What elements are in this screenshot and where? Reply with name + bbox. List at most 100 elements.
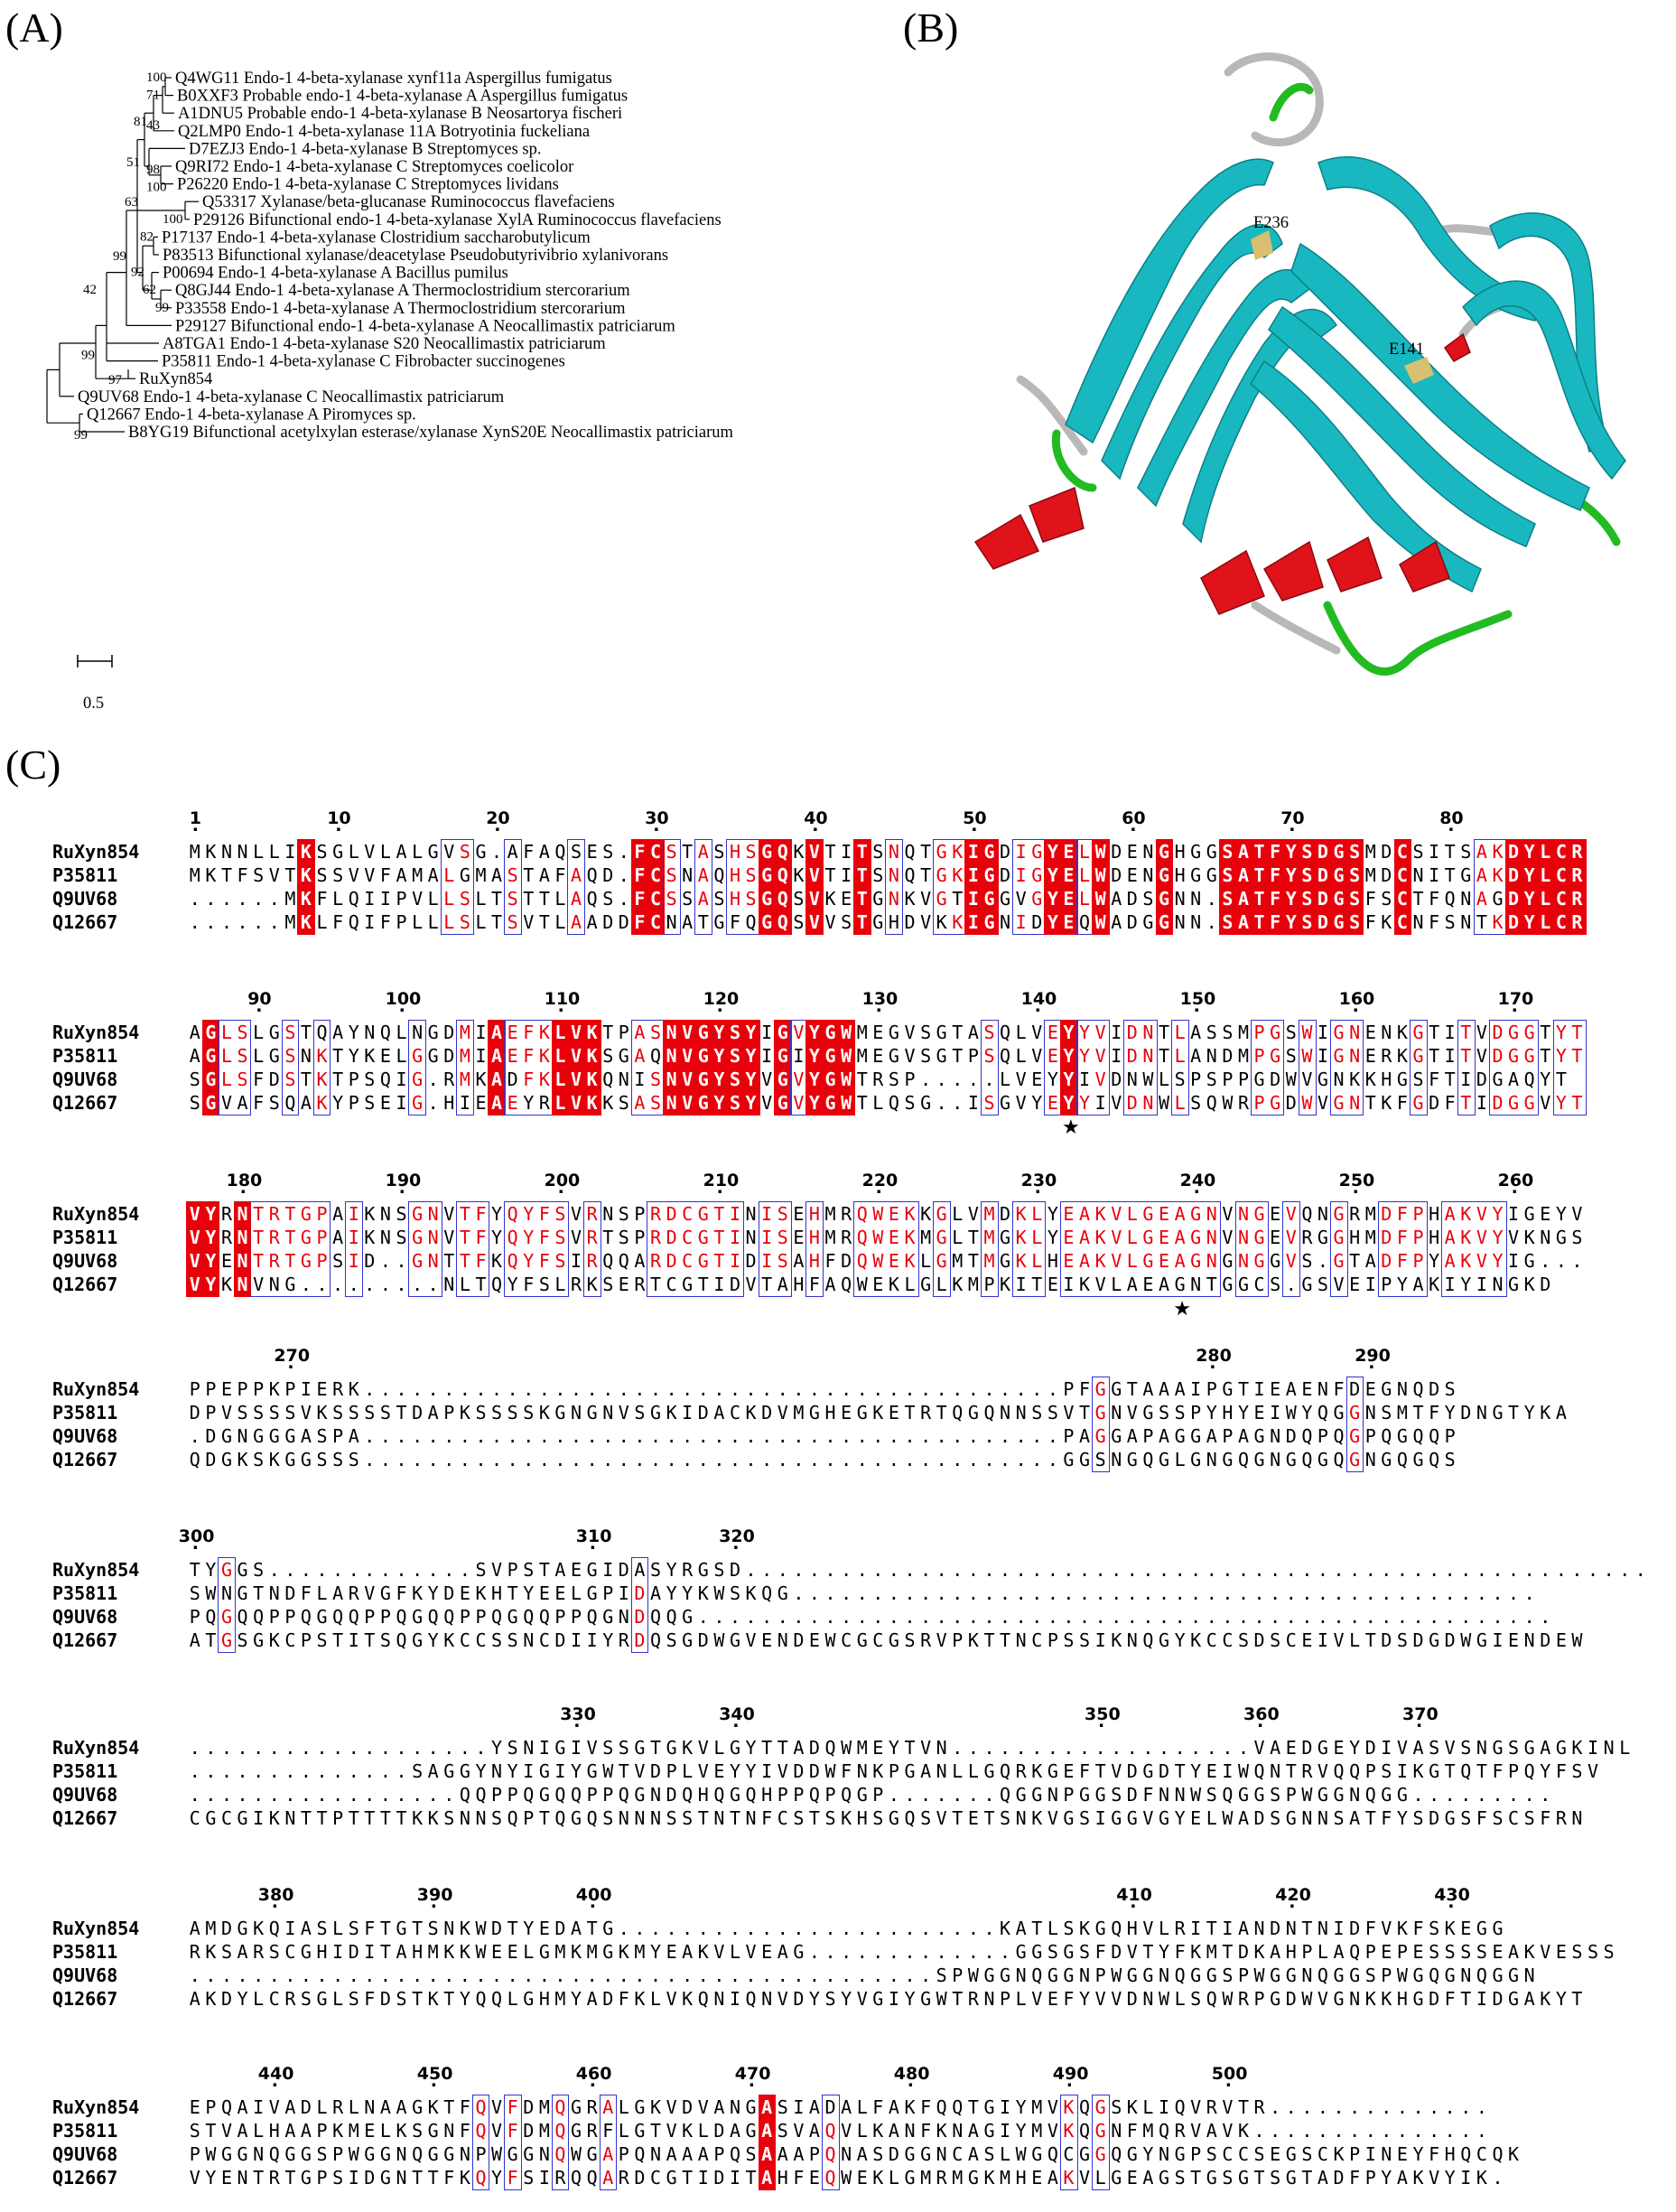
ruler-tick: . (1448, 1892, 1455, 1912)
alignment-row: RuXyn854 E P Q A I V A D L R L N A A G K T F Q V F D M Q G R A L G K V D… (0, 2095, 1676, 2119)
ruler-tick: . (287, 1353, 294, 1373)
alignment-row: P35811 A G L S L G S N K T Y K E L G G D M I A E F K L V K S G A Q N V G Y… (0, 1044, 1676, 1068)
sequence-name: Q9UV68 (52, 888, 118, 910)
ruler-number: 280 (1196, 1346, 1232, 1366)
tree-leaf-label: RuXyn854 (139, 370, 212, 388)
bootstrap-value: 82 (140, 229, 154, 244)
bootstrap-value: 51 (126, 155, 140, 170)
ruler-number: 170 (1497, 989, 1534, 1009)
bootstrap-value: 100 (163, 212, 183, 227)
ruler-number: 230 (1020, 1171, 1057, 1190)
bootstrap-value: 100 (146, 70, 167, 85)
ruler-number: 400 (575, 1885, 612, 1905)
sequence-name: RuXyn854 (52, 1559, 140, 1581)
ruler-tick: . (1098, 1712, 1105, 1731)
sequence-name: Q12667 (52, 1629, 118, 1651)
identical-column-fill (1155, 839, 1174, 935)
sequence-name: Q9UV68 (52, 1606, 118, 1628)
ruler-number: 490 (1052, 2064, 1089, 2084)
ruler-number: 440 (257, 2064, 294, 2084)
alignment-row: P35811 V Y R N T R T G P A I K N S G N V T F Y Q Y F S V R T S P R D C G T… (0, 1226, 1676, 1249)
identical-column-fill (853, 839, 871, 935)
ruler-number: 360 (1243, 1704, 1280, 1724)
bootstrap-value: 98 (146, 163, 160, 177)
sequence-name: P35811 (52, 2120, 118, 2142)
bootstrap-value: 62 (143, 283, 156, 297)
sequence-name: Q9UV68 (52, 1069, 118, 1090)
ruler-tick: . (430, 2071, 438, 2091)
identical-column-fill (758, 2095, 777, 2190)
ruler-number: 450 (416, 2064, 453, 2084)
sequence-name: Q12667 (52, 1092, 118, 1114)
phylogenetic-tree: Q4WG11 Endo-1 4-beta-xylanase xynf11a As… (46, 70, 734, 713)
identical-column-fill (774, 1020, 792, 1115)
panel-c-label: (C) (5, 742, 61, 788)
tree-scale-bar: 0.5 (77, 655, 113, 713)
alignment-block: 90. 100. 110. 120. 130. 140. 150. 160. 170. RuXyn… (0, 989, 1676, 1139)
ruler-number: 60 (1122, 808, 1146, 828)
ruler-tick: . (589, 2071, 597, 2091)
ruler-tick: . (191, 1534, 200, 1554)
ruler-tick: . (1224, 2071, 1233, 2091)
sequence-name: P35811 (52, 1941, 118, 1963)
ruler-number: 310 (575, 1526, 612, 1546)
ruler-number: 330 (560, 1704, 596, 1724)
ruler-number: 350 (1085, 1704, 1121, 1724)
identical-column-fill (758, 839, 792, 935)
ruler-number: 380 (257, 1885, 294, 1905)
ruler-tick: . (239, 1178, 247, 1198)
alignment-row: RuXyn854 A M D G K Q I A S L S F T G T S N K W D T Y E D A T G.....… (0, 1917, 1676, 1940)
bootstrap-value: 92 (131, 266, 144, 280)
ruler-tick: . (1130, 1892, 1137, 1912)
tree-leaf-label: D7EZJ3 Endo-1 4-beta-xylanase B Streptom… (189, 140, 541, 158)
sequence-name: Q12667 (52, 1449, 118, 1470)
ruler-number: 30 (645, 808, 669, 828)
tree-leaf-label: Q8GJ44 Endo-1 4-beta-xylanase A Thermocl… (175, 282, 630, 300)
tree-leaf-label: Q12667 Endo-1 4-beta-xylanase A Piromyce… (87, 406, 416, 424)
ruler-number: 210 (703, 1171, 740, 1190)
ruler-tick: . (271, 1892, 279, 1912)
scale-bar-label: 0.5 (83, 695, 104, 713)
bootstrap-value: 71 (146, 89, 160, 103)
tree-leaf-label: P83513 Bifunctional xylanase/deacetylase… (163, 247, 668, 265)
tree-leaf-label: A8TGA1 Endo-1 4-beta-xylanase S20 Neocal… (163, 335, 606, 353)
ruler-number: 70 (1280, 808, 1305, 828)
ruler-tick: . (716, 996, 723, 1016)
panel-a-label: (A) (5, 5, 63, 51)
identical-column-fill (663, 1020, 760, 1115)
ruler-tick: . (716, 1178, 723, 1198)
ruler-number: 410 (1116, 1885, 1152, 1905)
sequence-name: Q9UV68 (52, 1784, 118, 1806)
ruler-tick: . (1416, 1712, 1423, 1731)
alignment-row: Q12667 C G C G I K N T T P T T T T K K S N N S Q P T Q G Q S N N N S S T N… (0, 1806, 1676, 1830)
ruler-number: 420 (1275, 1885, 1311, 1905)
alignment-row: RuXyn854 P P E P P K P I E R K.....................… (0, 1377, 1676, 1401)
ruler-tick: . (1511, 996, 1518, 1016)
tree-leaf-label: Q9UV68 Endo-1 4-beta-xylanase C Neocalli… (78, 388, 505, 406)
sequence-name: Q9UV68 (52, 1250, 118, 1272)
alignment-row: Q9UV68 P W G G N Q G G S P W G G N Q G G N P W G G N Q W G A P Q N A A A P… (0, 2142, 1676, 2166)
ruler-number: 290 (1355, 1346, 1391, 1366)
sequence-name: RuXyn854 (52, 1022, 140, 1043)
ruler-number: 200 (544, 1171, 581, 1190)
alignment-row: RuXyn854 T Y G G S............. S V P S T A E G I D A S Y R… (0, 1558, 1676, 1582)
alignment-row: P35811 R K S A R S C G H I D I T A H M K K W E E L G M K M G K M Y E A K V… (0, 1940, 1676, 1964)
alignment-block: 300. 310. 320. RuXyn854 T Y G G S............. S V… (0, 1526, 1676, 1671)
alignment-row: P35811 D P V S S S S V K S S S S T D A P K S S S S K G N G N V S G K I D A… (0, 1401, 1676, 1424)
ruler-number: 370 (1402, 1704, 1439, 1724)
catalytic-residue-star: ★ (1062, 1116, 1080, 1139)
ruler-tick: . (1511, 1178, 1518, 1198)
alignment-row: P35811 S W N G T N D F L A R V G F K Y D E K H T Y E E L G P I D A Y Y K W… (0, 1582, 1676, 1605)
bootstrap-value: 63 (125, 195, 138, 210)
